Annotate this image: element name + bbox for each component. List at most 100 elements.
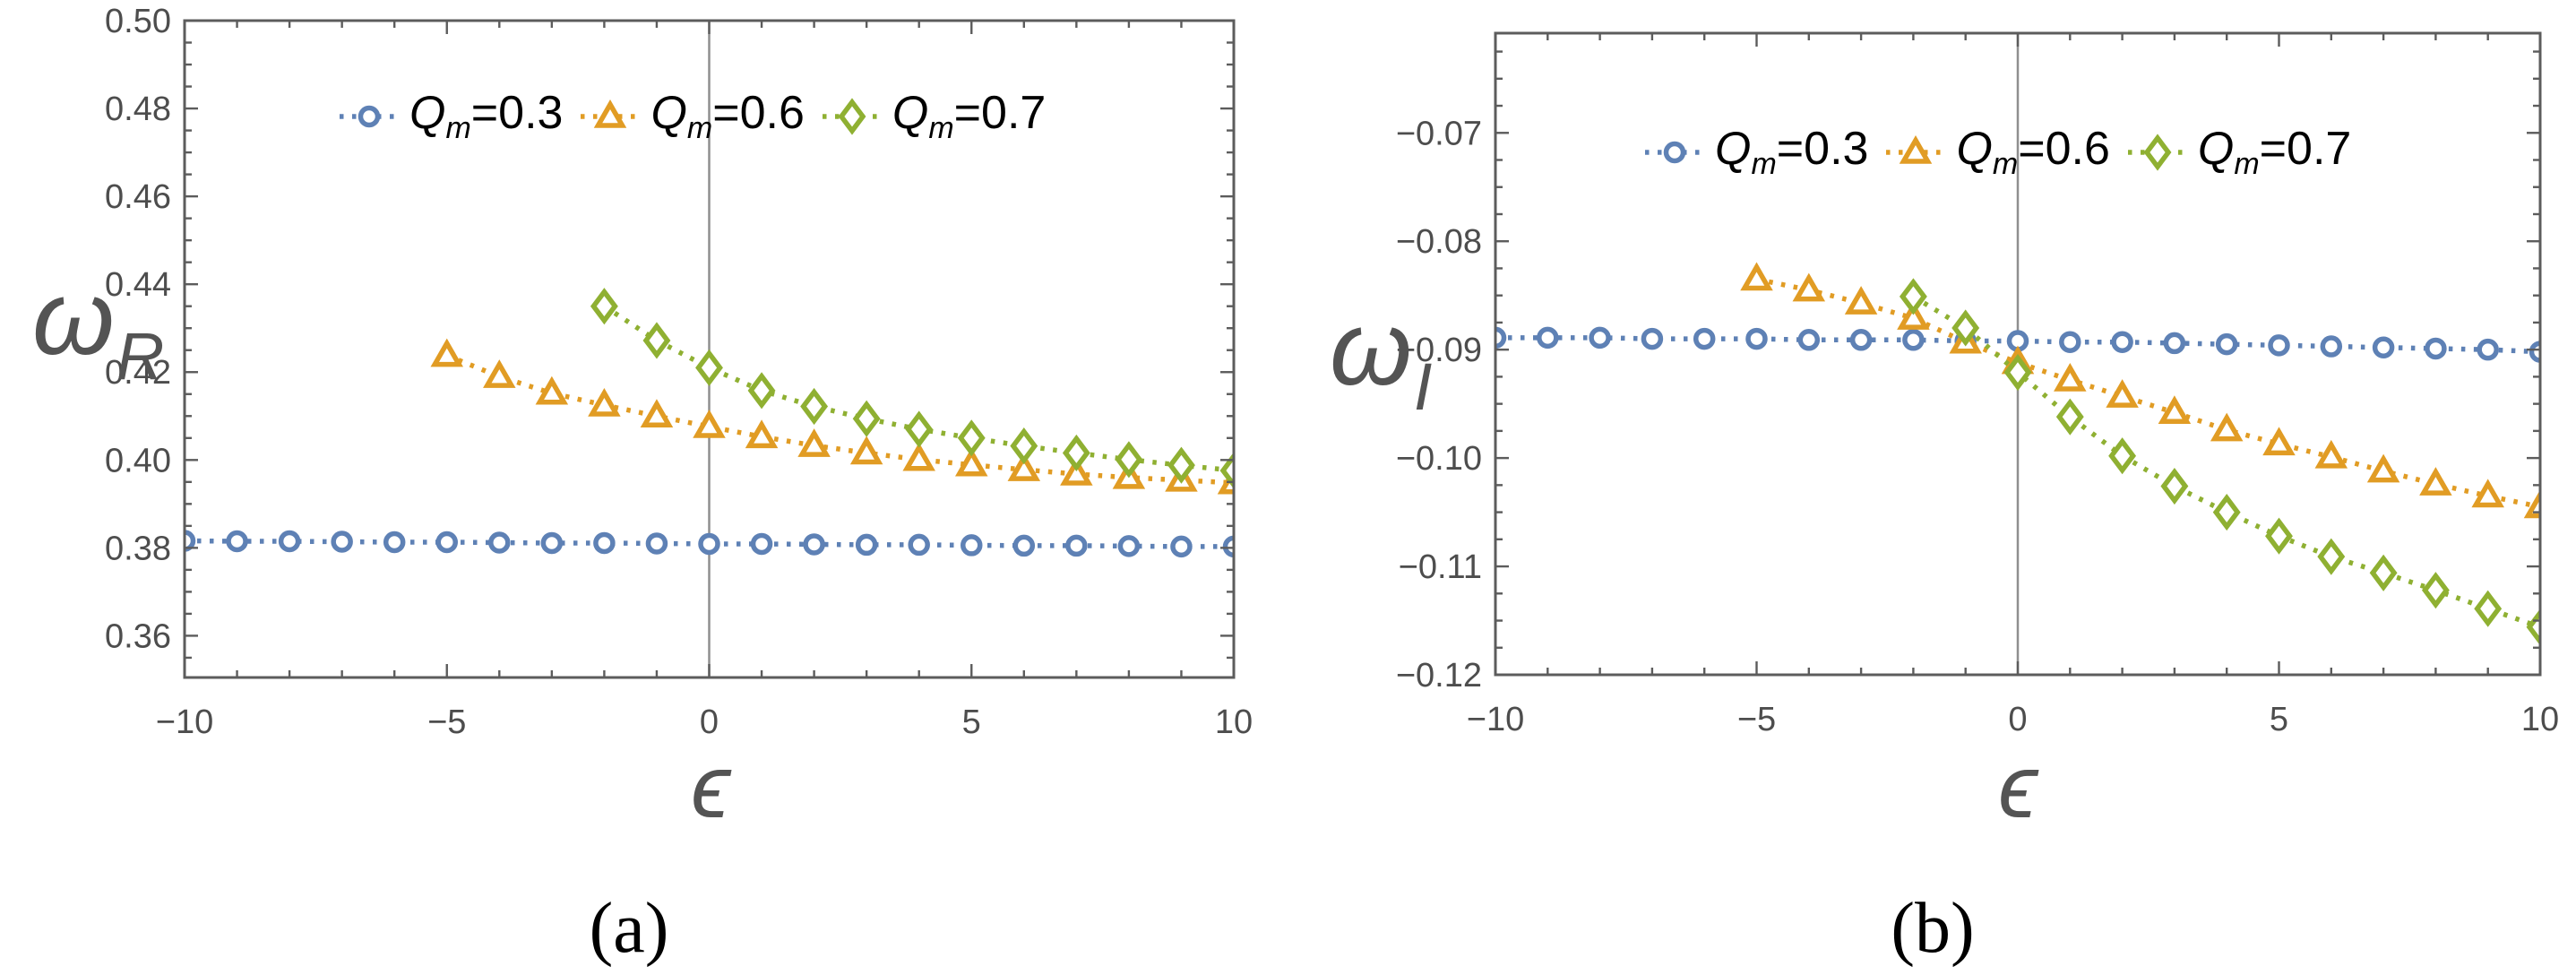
legend-item-Qm=0.3: Qm=0.3 (1643, 125, 1868, 179)
circle-marker (1495, 326, 1507, 349)
x-tick-label: 10 (2521, 701, 2559, 738)
legend-label: Qm=0.6 (1956, 123, 2110, 181)
legend-item-Qm=0.6: Qm=0.6 (1884, 123, 2110, 181)
circle-marker (331, 531, 353, 553)
series-area (185, 288, 1234, 558)
triangle-marker (902, 442, 935, 471)
chart-a: −10 −5 0 5 10 0.36 0.38 0.40 0.42 0.44 0.46 0.48 0.5… (105, 3, 1253, 741)
omega-subscript: I (1413, 349, 1433, 424)
ticks (1494, 33, 2542, 677)
circle-marker (2477, 338, 2499, 361)
y-tick-label: 0.36 (105, 617, 171, 655)
triangle-marker (849, 436, 883, 465)
circle-marker (1902, 329, 1925, 351)
circle-marker (750, 532, 773, 556)
triangle-marker (1897, 301, 1930, 330)
x-tick-label: 0 (2008, 701, 2027, 738)
circle-marker (1797, 329, 1821, 351)
diamond-legend-icon (822, 98, 882, 135)
triangle-marker (430, 338, 464, 367)
circle-marker (1222, 535, 1234, 558)
diamond-marker (2143, 134, 2172, 171)
triangle-marker (2314, 439, 2348, 469)
triangle-marker (2106, 379, 2139, 408)
diamond-marker (2317, 538, 2346, 575)
triangle-legend-icon (1886, 134, 1946, 164)
y-tick-label: 0.42 (105, 354, 171, 392)
x-tick-label: −10 (1467, 701, 1524, 738)
diamond-marker (2212, 493, 2241, 531)
circle-marker (2163, 332, 2186, 355)
x-tick-label: 10 (1215, 703, 1253, 741)
circle-marker (961, 534, 983, 557)
x-tick-label: 5 (962, 703, 981, 741)
legend-item-Qm=0.7: Qm=0.7 (821, 90, 1046, 143)
triangle-marker (2262, 427, 2296, 456)
series-markers-Qm=0.7 (590, 288, 1234, 489)
diamond-marker (590, 288, 618, 325)
omega-subscript: R (116, 319, 165, 393)
triangle-marker (588, 387, 621, 417)
series-markers-Qm=0.6 (430, 338, 1234, 495)
legend-item-Qm=0.3: Qm=0.3 (338, 90, 563, 143)
diamond-marker (1951, 309, 1980, 347)
caption-a: (a) (589, 889, 669, 968)
circle-marker (2529, 341, 2540, 363)
legend-b: Qm=0.3 Qm=0.6 Qm=0.7 (1643, 125, 2367, 179)
y-tick-label: −0.10 (1396, 440, 1482, 478)
legend-a: Qm=0.3 Qm=0.6 Qm=0.7 (338, 90, 1062, 143)
y-tick-label: 0.48 (105, 91, 171, 128)
diamond-legend-icon (2127, 134, 2187, 171)
omega-glyph: ω (32, 259, 115, 377)
legend-label: Qm=0.3 (409, 87, 564, 145)
triangle-marker (2419, 467, 2452, 496)
triangle-marker (594, 99, 627, 128)
circle-legend-icon (1645, 141, 1704, 164)
diamond-marker (695, 349, 723, 386)
circle-marker (226, 530, 248, 553)
diamond-marker (1062, 434, 1090, 472)
diamond-marker (747, 372, 776, 410)
diamond-marker (1899, 278, 1927, 315)
circle-marker (2268, 334, 2290, 357)
y-tick-label: 0.38 (105, 530, 171, 567)
diamond-marker (1115, 441, 1143, 479)
diamond-marker (2055, 398, 2084, 436)
x-tick-label: −10 (156, 703, 213, 741)
diamond-marker (2369, 554, 2398, 591)
diamond-marker (2474, 590, 2503, 627)
series-line-Qm=0.6 (445, 353, 1234, 486)
y-tick-label: −0.08 (1396, 223, 1482, 261)
circle-marker (2425, 337, 2447, 360)
tick-labels: −10 −5 0 5 10 0.36 0.38 0.40 0.42 0.44 0.46 0.48 0.5… (105, 3, 1253, 741)
circle-marker (1745, 327, 1768, 350)
series-area (1495, 262, 2540, 646)
diamond-marker (1167, 446, 1195, 484)
triangle-marker (693, 410, 726, 438)
circle-marker (488, 531, 511, 554)
circle-marker (2320, 335, 2343, 358)
diamond-marker (800, 387, 829, 426)
diamond-marker (2265, 517, 2293, 555)
circle-marker (1663, 141, 1686, 164)
x-tick-label: 0 (700, 703, 719, 741)
triangle-marker (1007, 453, 1041, 481)
series-markers-Qm=0.6 (1740, 262, 2540, 519)
circle-marker (2111, 331, 2133, 353)
triangle-marker (1740, 262, 1773, 291)
circle-marker (185, 530, 196, 552)
circle-marker (803, 533, 825, 556)
circle-marker (1170, 535, 1193, 558)
x-axis-label-a: ϵ (690, 737, 731, 837)
circle-marker (1117, 535, 1141, 557)
diamond-marker (1010, 427, 1038, 465)
omega-glyph: ω (1330, 289, 1412, 408)
legend-label: Qm=0.7 (892, 87, 1047, 145)
circle-marker (383, 531, 406, 554)
circle-marker (2215, 332, 2238, 356)
circle-marker (435, 531, 458, 554)
caption-b: (b) (1891, 889, 1975, 968)
series-markers-Qm=0.3 (185, 530, 1234, 558)
triangle-marker (2054, 363, 2087, 392)
